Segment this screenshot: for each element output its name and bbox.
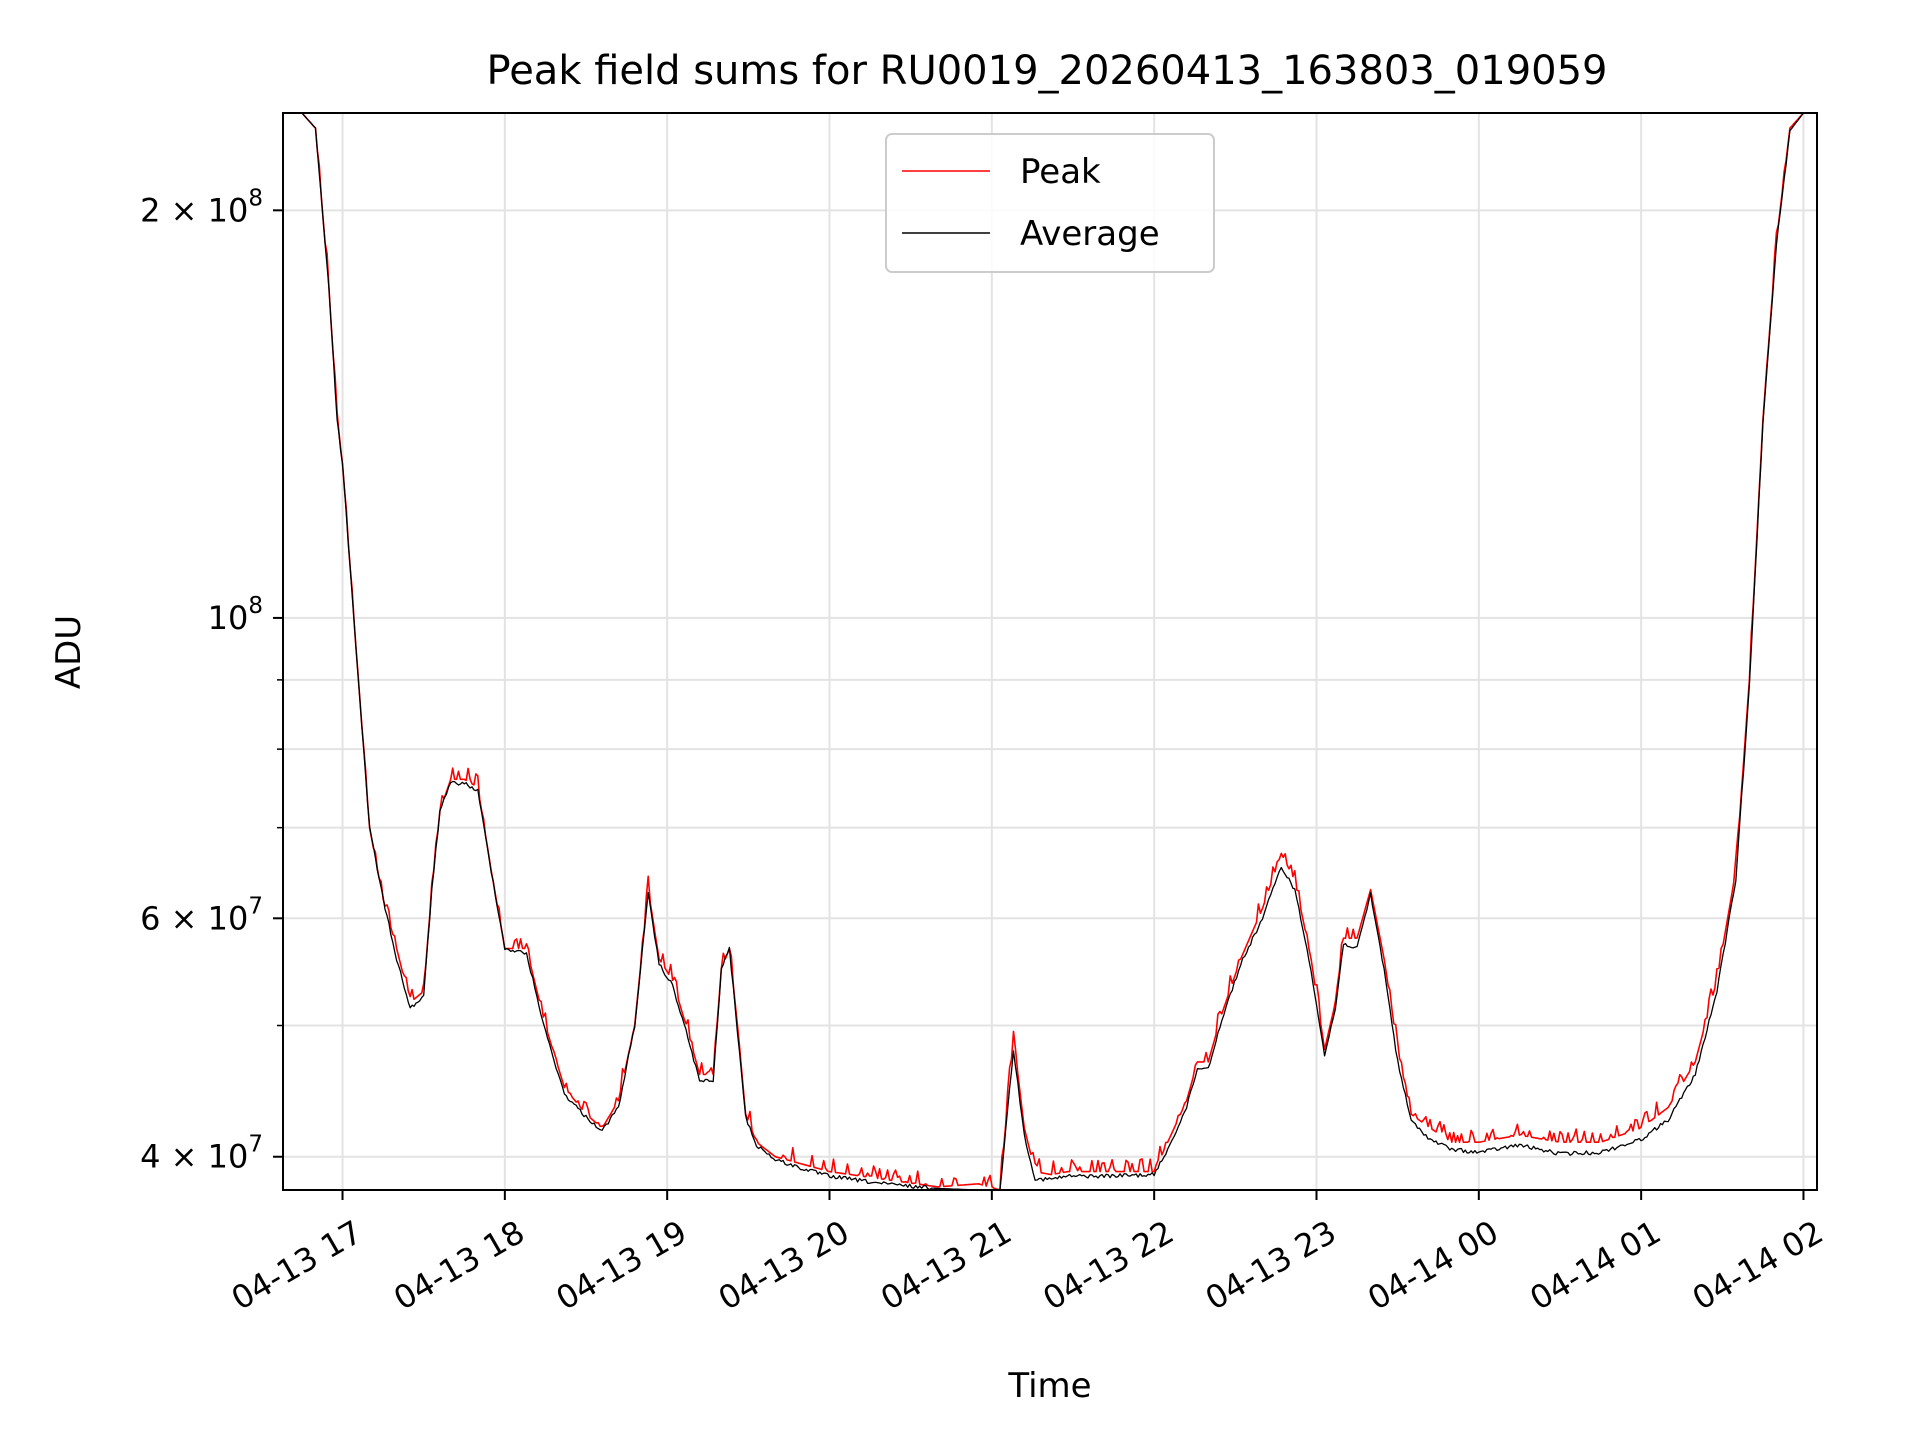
y-axis-ticks: 4 × 107 6 × 107 108 2 × 108 xyxy=(140,185,283,1176)
legend: Peak Average xyxy=(885,133,1215,273)
plot-frame xyxy=(282,112,1818,1191)
y-tick-label: 2 × 108 xyxy=(140,185,263,229)
legend-box xyxy=(885,133,1215,273)
series-line-peak xyxy=(283,112,1817,1191)
x-axis-label: Time xyxy=(1007,1366,1091,1406)
chart-title: Peak field sums for RU0019_20260413_1638… xyxy=(487,48,1608,94)
y-axis-label: ADU xyxy=(49,615,89,689)
series-layer xyxy=(283,112,1817,1191)
legend-average-label: Average xyxy=(1020,214,1160,254)
y-tick-label: 6 × 107 xyxy=(140,893,263,937)
legend-peak-label: Peak xyxy=(1020,152,1101,192)
series-line-average xyxy=(283,112,1817,1191)
y-tick-label: 4 × 107 xyxy=(140,1132,263,1176)
y-tick-label: 108 xyxy=(208,593,263,637)
